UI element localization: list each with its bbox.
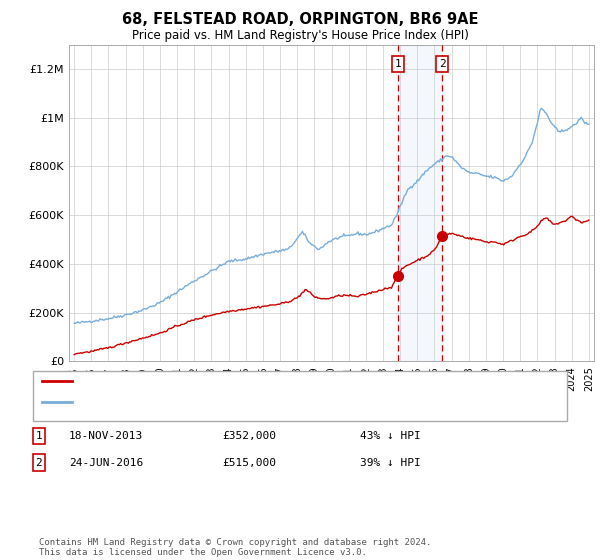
Text: 39% ↓ HPI: 39% ↓ HPI: [360, 458, 421, 468]
Text: 68, FELSTEAD ROAD, ORPINGTON, BR6 9AE (detached house): 68, FELSTEAD ROAD, ORPINGTON, BR6 9AE (d…: [78, 376, 415, 386]
Text: 1: 1: [35, 431, 43, 441]
Text: Price paid vs. HM Land Registry's House Price Index (HPI): Price paid vs. HM Land Registry's House …: [131, 29, 469, 42]
Text: 1: 1: [395, 59, 401, 69]
Text: 24-JUN-2016: 24-JUN-2016: [69, 458, 143, 468]
Text: £352,000: £352,000: [222, 431, 276, 441]
Text: 68, FELSTEAD ROAD, ORPINGTON, BR6 9AE: 68, FELSTEAD ROAD, ORPINGTON, BR6 9AE: [122, 12, 478, 27]
Text: 18-NOV-2013: 18-NOV-2013: [69, 431, 143, 441]
Text: 2: 2: [439, 59, 446, 69]
Text: Contains HM Land Registry data © Crown copyright and database right 2024.
This d: Contains HM Land Registry data © Crown c…: [39, 538, 431, 557]
Text: 43% ↓ HPI: 43% ↓ HPI: [360, 431, 421, 441]
Text: £515,000: £515,000: [222, 458, 276, 468]
Text: 2: 2: [35, 458, 43, 468]
Text: HPI: Average price, detached house, Bromley: HPI: Average price, detached house, Brom…: [78, 396, 347, 407]
Bar: [398, 45, 442, 361]
